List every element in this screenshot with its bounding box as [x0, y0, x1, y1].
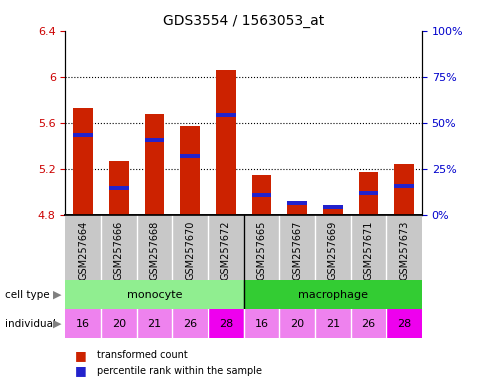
Text: ▶: ▶ [53, 318, 62, 329]
Bar [101, 309, 136, 338]
Text: GSM257664: GSM257664 [78, 220, 88, 280]
Text: GSM257666: GSM257666 [114, 220, 124, 280]
Text: GSM257669: GSM257669 [327, 220, 337, 280]
Bar [136, 309, 172, 338]
Text: 26: 26 [361, 318, 375, 329]
Text: 26: 26 [183, 318, 197, 329]
Bar [322, 209, 342, 215]
Text: 16: 16 [76, 318, 90, 329]
Text: ▶: ▶ [53, 290, 62, 300]
Text: monocyte: monocyte [127, 290, 182, 300]
Bar [243, 309, 279, 338]
Text: GSM257665: GSM257665 [256, 220, 266, 280]
Bar [216, 113, 235, 117]
Bar [393, 184, 413, 189]
Text: 20: 20 [112, 318, 126, 329]
Bar [322, 205, 342, 209]
Bar [216, 70, 235, 215]
Text: GSM257672: GSM257672 [220, 220, 230, 280]
Text: ■: ■ [75, 364, 87, 377]
Bar [243, 280, 421, 309]
Bar [287, 201, 306, 205]
Text: cell type: cell type [5, 290, 49, 300]
Bar [251, 175, 271, 215]
Bar [350, 309, 385, 338]
Bar [208, 309, 243, 338]
Bar [65, 309, 101, 338]
Bar [109, 161, 128, 215]
Title: GDS3554 / 1563053_at: GDS3554 / 1563053_at [163, 14, 324, 28]
Bar [145, 114, 164, 215]
Bar [358, 191, 378, 195]
Bar [358, 172, 378, 215]
Bar [172, 309, 208, 338]
Bar [65, 280, 243, 309]
Text: 28: 28 [396, 318, 410, 329]
Bar [145, 138, 164, 142]
Bar [287, 204, 306, 215]
Text: GSM257670: GSM257670 [185, 220, 195, 280]
Bar [279, 309, 314, 338]
Bar [385, 309, 421, 338]
Text: 16: 16 [254, 318, 268, 329]
Text: GSM257668: GSM257668 [149, 220, 159, 280]
Text: 21: 21 [147, 318, 161, 329]
Text: 28: 28 [218, 318, 232, 329]
Text: 20: 20 [289, 318, 303, 329]
Text: percentile rank within the sample: percentile rank within the sample [97, 366, 261, 376]
Text: individual: individual [5, 318, 56, 329]
Bar [109, 186, 128, 190]
Text: GSM257673: GSM257673 [398, 220, 408, 280]
Bar [74, 133, 93, 137]
Text: macrophage: macrophage [297, 290, 367, 300]
Text: 21: 21 [325, 318, 339, 329]
Text: ■: ■ [75, 349, 87, 362]
Bar [74, 108, 93, 215]
Bar [393, 164, 413, 215]
Bar [314, 309, 350, 338]
Bar [180, 126, 199, 215]
Bar [180, 154, 199, 158]
Text: GSM257671: GSM257671 [363, 220, 373, 280]
Bar [251, 193, 271, 197]
Text: transformed count: transformed count [97, 350, 187, 360]
Text: GSM257667: GSM257667 [291, 220, 302, 280]
